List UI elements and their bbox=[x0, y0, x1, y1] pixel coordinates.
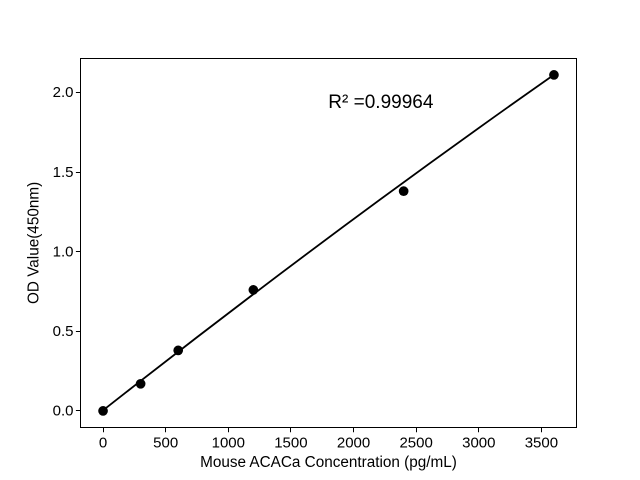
svg-text:OD Value(450nm): OD Value(450nm) bbox=[26, 182, 43, 304]
svg-text:2500: 2500 bbox=[399, 435, 432, 452]
svg-text:1000: 1000 bbox=[212, 435, 245, 452]
svg-text:0.0: 0.0 bbox=[53, 403, 74, 420]
svg-text:500: 500 bbox=[153, 435, 178, 452]
svg-text:3500: 3500 bbox=[525, 435, 558, 452]
svg-text:Mouse ACACa Concentration (pg/: Mouse ACACa Concentration (pg/mL) bbox=[200, 454, 457, 471]
svg-text:0.5: 0.5 bbox=[53, 323, 74, 340]
svg-text:R² =0.99964: R² =0.99964 bbox=[328, 92, 434, 113]
svg-text:1.5: 1.5 bbox=[53, 164, 74, 181]
svg-text:3000: 3000 bbox=[462, 435, 495, 452]
svg-text:0: 0 bbox=[99, 435, 107, 452]
svg-text:2.0: 2.0 bbox=[53, 84, 74, 101]
svg-text:2000: 2000 bbox=[337, 435, 370, 452]
svg-text:1.0: 1.0 bbox=[53, 244, 74, 261]
svg-text:1500: 1500 bbox=[274, 435, 307, 452]
